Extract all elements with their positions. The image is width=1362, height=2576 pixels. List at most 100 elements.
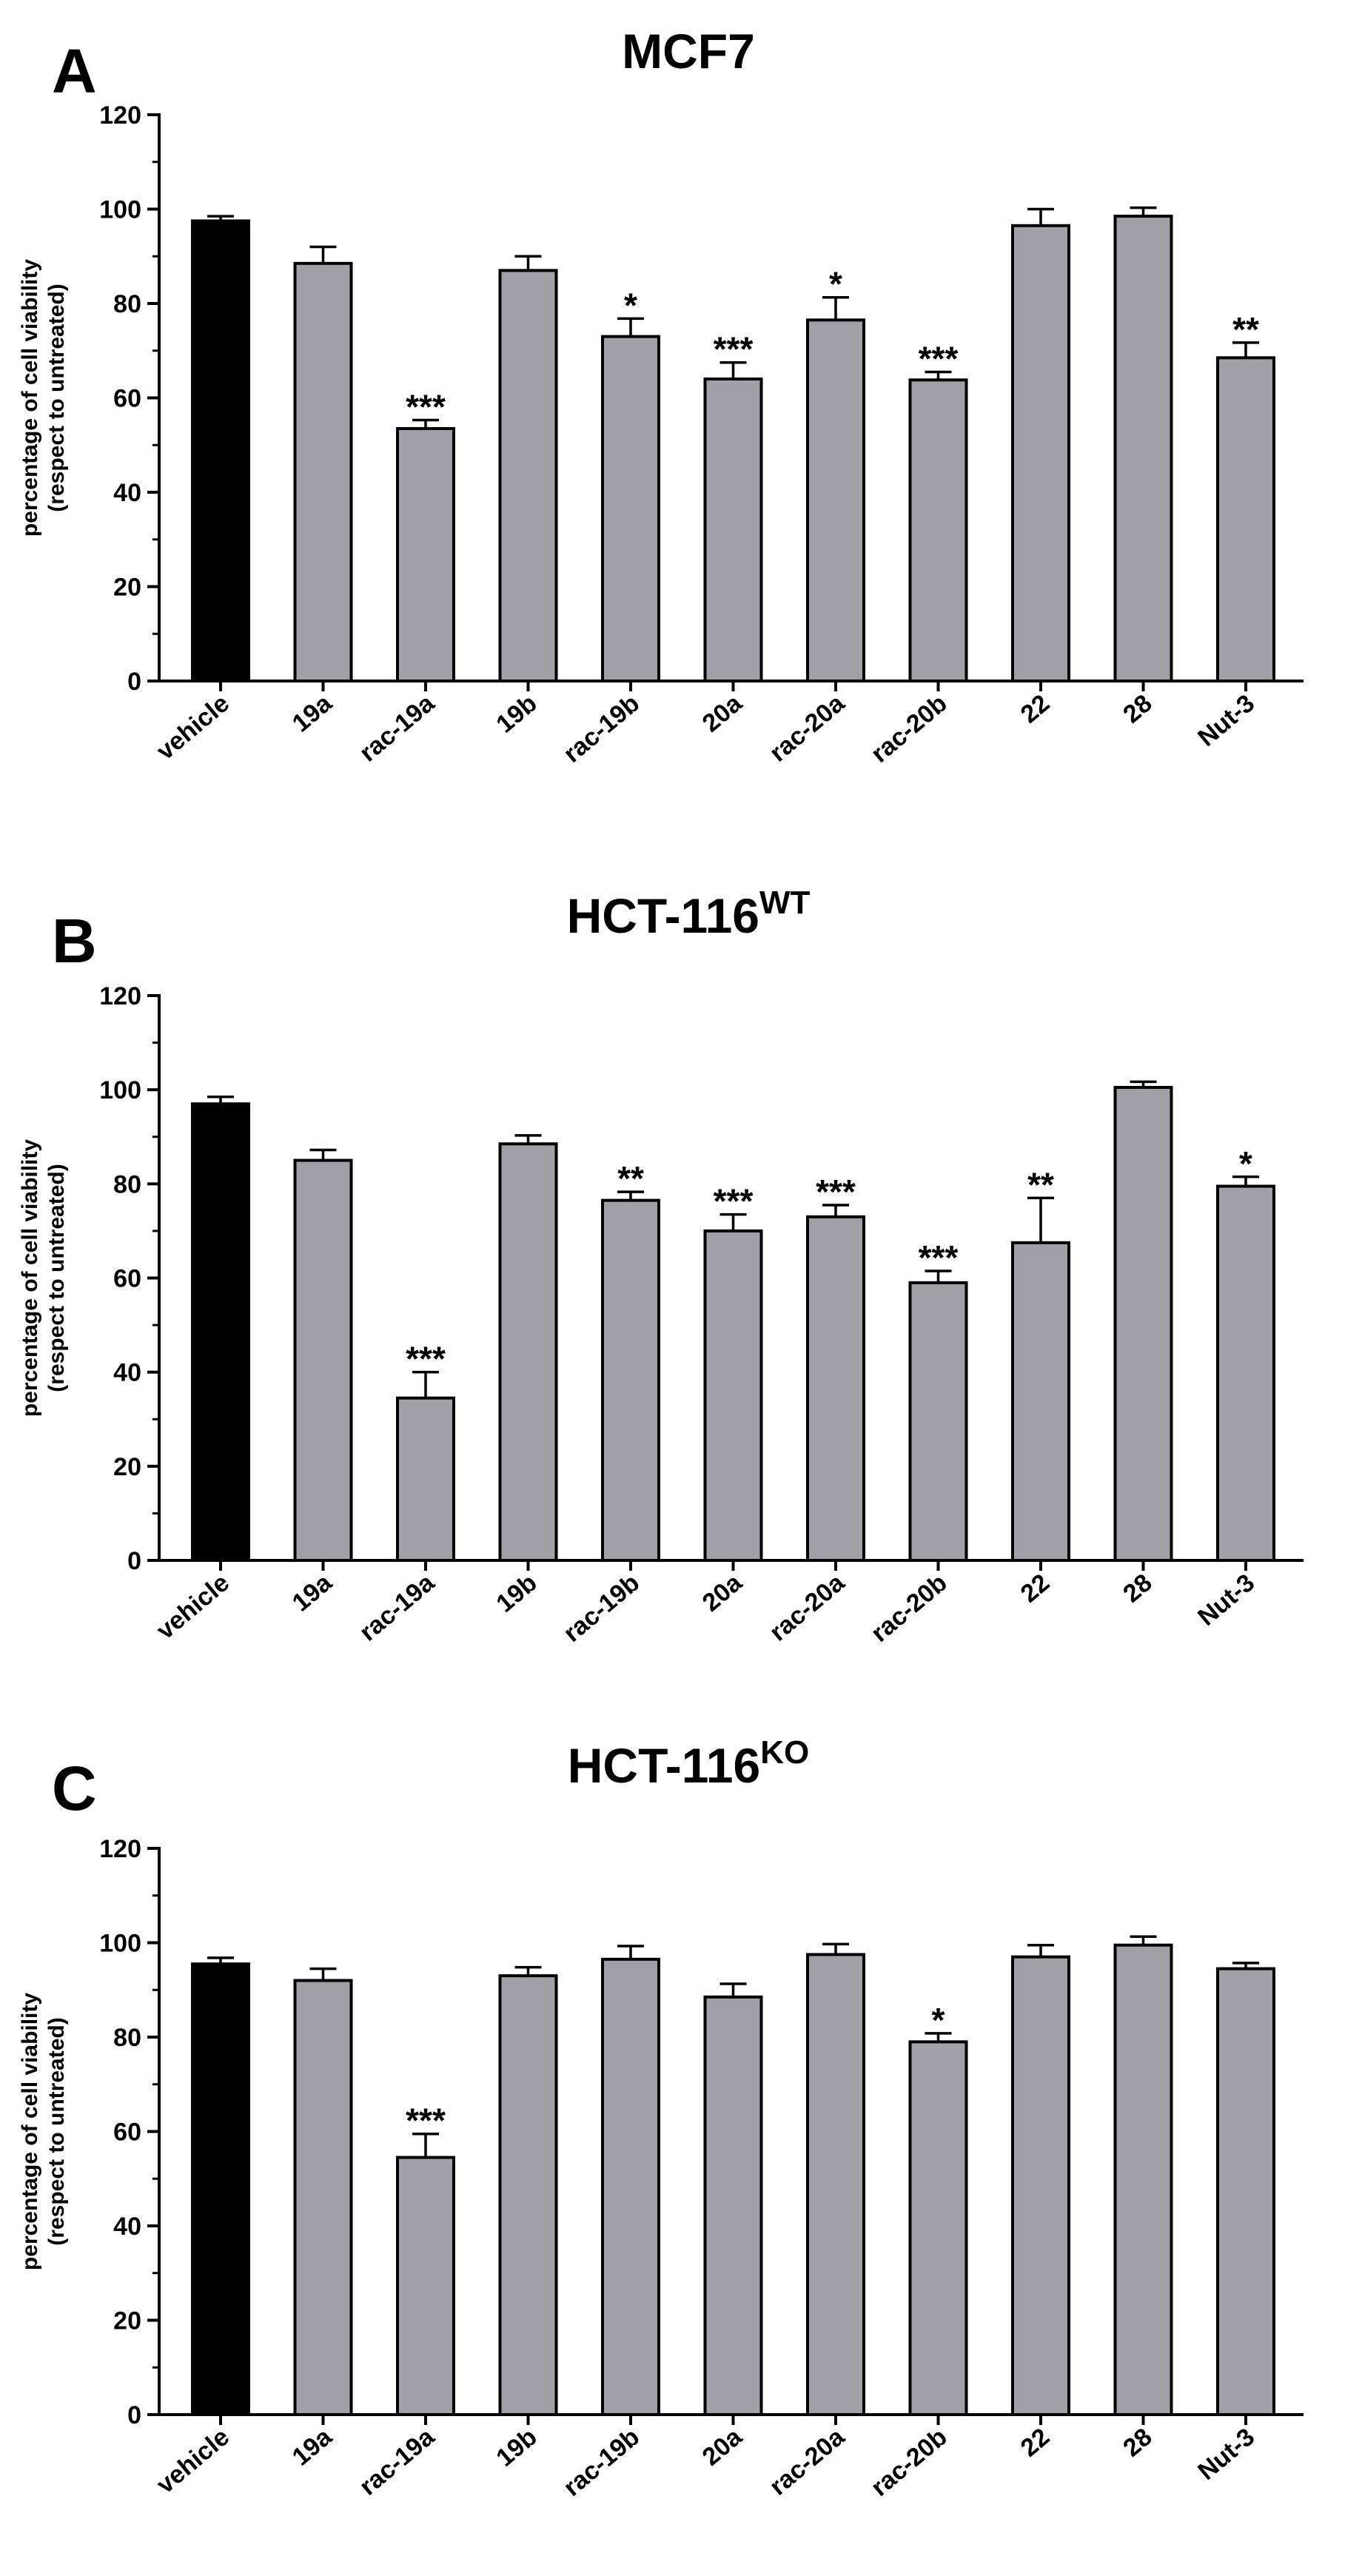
bar-19b [498,1142,558,1562]
bar-20a [703,1995,763,2416]
chart-title-superscript: WT [759,885,811,921]
bar-rac-20b [908,1281,968,1562]
bar-rac-19b [601,1198,660,1563]
category-label-19b: 19b [491,2423,542,2472]
category-label-28: 28 [1118,1569,1157,1608]
bar-19b [498,269,558,682]
significance-rac-20b: * [932,2001,945,2039]
panel-letter: C [52,1754,97,1823]
bar-Nut-3 [1216,1967,1275,2416]
y-tick-label: 20 [113,2307,141,2335]
category-label-rac-19a: rac-19a [354,1568,440,1646]
y-axis-label-line1: percentage of cell viability [18,1139,42,1417]
significance-22: ** [1027,1165,1054,1204]
category-label-rac-19b: rac-19b [558,2423,645,2502]
y-tick-label: 0 [127,668,141,696]
y-axis-label-line2: (respect to untreated) [44,2017,69,2245]
panel-letter: B [52,906,97,976]
significance-rac-20a: * [829,265,842,303]
category-label-19a: 19a [287,688,338,737]
bar-rac-19a [396,2156,455,2416]
bar-19a [293,1158,353,1562]
category-label-rac-19a: rac-19a [354,2422,440,2500]
bar-rac-19a [396,426,455,682]
category-label-rac-19a: rac-19a [354,688,440,767]
y-tick-label: 60 [113,385,141,413]
significance-20a: *** [714,330,754,369]
category-label-rac-19b: rac-19b [558,1569,645,1648]
panel-letter: A [52,36,97,106]
category-label-rac-20a: rac-20a [764,688,850,767]
y-axis-label-line2: (respect to untreated) [44,284,69,511]
significance-rac-20a: *** [816,1173,856,1211]
bar-vehicle [191,1102,250,1563]
category-label-Nut-3: Nut-3 [1192,2423,1260,2486]
y-tick-label: 0 [127,1547,141,1575]
bar-19a [293,1979,353,2416]
y-tick-label: 100 [99,1930,141,1958]
chart-title-main: HCT-116 [568,1738,760,1793]
y-tick-label: 120 [99,101,141,130]
y-axis-label: percentage of cell viability (respect to … [18,1993,69,2270]
category-label-19b: 19b [491,1569,542,1618]
category-label-rac-19b: rac-19b [558,689,645,768]
y-tick-label: 80 [113,1170,141,1198]
bar-rac-19b [601,335,660,682]
category-label-vehicle: vehicle [151,1569,235,1645]
category-label-20a: 20a [697,2422,748,2471]
y-tick-label: 80 [113,290,141,318]
y-tick-label: 100 [99,196,141,224]
significance-rac-19a: *** [406,1340,446,1378]
significance-rac-20b: *** [919,339,959,378]
y-tick-label: 100 [99,1076,141,1104]
significance-Nut-3: ** [1232,310,1259,349]
y-axis-label: percentage of cell viability (respect to … [18,259,69,537]
bar-19b [498,1974,558,2416]
category-label-22: 22 [1016,689,1055,728]
bar-19a [293,261,353,682]
bar-rac-20b [908,2040,968,2416]
chart-title: HCT-116KO [568,1734,809,1793]
bar-vehicle [191,1962,250,2416]
y-tick-label: 120 [99,1835,141,1863]
y-tick-label: 0 [127,2401,141,2429]
significance-rac-19a: *** [406,2102,446,2140]
y-tick-label: 60 [113,1265,141,1293]
category-label-Nut-3: Nut-3 [1192,689,1260,752]
bar-Nut-3 [1216,356,1275,682]
category-label-rac-20a: rac-20a [764,1568,850,1646]
category-label-19b: 19b [491,689,542,739]
significance-rac-20b: *** [919,1238,959,1277]
category-label-rac-20b: rac-20b [866,2423,953,2502]
chart-title-main: HCT-116 [567,888,759,943]
category-label-20a: 20a [697,1568,748,1617]
bar-28 [1113,215,1173,682]
y-tick-label: 120 [99,982,141,1010]
category-label-28: 28 [1118,2423,1157,2462]
bar-20a [703,378,763,682]
y-tick-label: 20 [113,1453,141,1481]
category-label-22: 22 [1016,2423,1055,2462]
y-tick-label: 40 [113,2213,141,2241]
bar-28 [1113,1085,1173,1563]
category-label-Nut-3: Nut-3 [1192,1569,1260,1631]
bar-28 [1113,1943,1173,2416]
significance-20a: *** [714,1182,754,1221]
bar-rac-20b [908,378,968,683]
y-tick-label: 80 [113,2024,141,2052]
category-label-vehicle: vehicle [151,689,235,765]
category-label-rac-20a: rac-20a [764,2422,850,2500]
bar-rac-19b [601,1957,660,2416]
significance-rac-19a: *** [406,387,446,426]
category-label-20a: 20a [697,688,748,737]
y-axis-label-line1: percentage of cell viability [18,259,42,537]
y-axis-label: percentage of cell viability (respect to … [18,1139,69,1417]
significance-Nut-3: * [1239,1144,1252,1183]
significance-rac-19b: * [624,286,637,324]
y-axis-label-line1: percentage of cell viability [18,1993,42,2270]
bar-rac-20a [806,1215,865,1562]
category-label-rac-20b: rac-20b [866,1569,953,1648]
chart-title: HCT-116WT [567,885,811,943]
category-label-rac-20b: rac-20b [866,689,953,768]
chart-title-main: MCF7 [622,24,755,78]
